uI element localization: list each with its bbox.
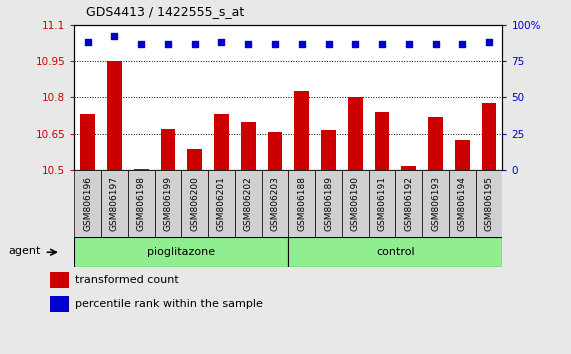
- Bar: [235, 170, 262, 237]
- Bar: [101, 170, 128, 237]
- Bar: [241, 121, 256, 170]
- Bar: [375, 112, 389, 170]
- Point: [190, 41, 199, 46]
- Text: GDS4413 / 1422555_s_at: GDS4413 / 1422555_s_at: [86, 5, 244, 18]
- Point: [431, 41, 440, 46]
- Bar: [455, 140, 470, 170]
- Bar: [262, 170, 288, 237]
- Text: GSM806193: GSM806193: [431, 176, 440, 231]
- Point: [163, 41, 172, 46]
- Bar: [128, 170, 155, 237]
- Point: [217, 39, 226, 45]
- Point: [404, 41, 413, 46]
- Point: [377, 41, 387, 46]
- Point: [110, 34, 119, 39]
- Text: GSM806192: GSM806192: [404, 176, 413, 231]
- Text: GSM806201: GSM806201: [217, 176, 226, 231]
- Bar: [288, 170, 315, 237]
- Point: [244, 41, 253, 46]
- Point: [136, 41, 146, 46]
- Point: [297, 41, 306, 46]
- Bar: [315, 170, 342, 237]
- Bar: [428, 117, 443, 170]
- Text: GSM806190: GSM806190: [351, 176, 360, 231]
- Bar: [107, 61, 122, 170]
- Text: GSM806196: GSM806196: [83, 176, 92, 231]
- Text: GSM806194: GSM806194: [458, 176, 467, 231]
- Bar: [321, 130, 336, 170]
- Point: [83, 39, 92, 45]
- Text: agent: agent: [9, 246, 41, 256]
- Text: GSM806199: GSM806199: [163, 176, 172, 231]
- Bar: [74, 237, 288, 267]
- Point: [324, 41, 333, 46]
- Text: GSM806191: GSM806191: [377, 176, 387, 231]
- Text: pioglitazone: pioglitazone: [147, 247, 215, 257]
- Bar: [342, 170, 369, 237]
- Bar: [288, 237, 502, 267]
- Bar: [295, 91, 309, 170]
- Bar: [74, 170, 101, 237]
- Bar: [482, 103, 496, 170]
- Bar: [422, 170, 449, 237]
- Text: GSM806195: GSM806195: [485, 176, 493, 231]
- Bar: [50, 272, 69, 288]
- Text: percentile rank within the sample: percentile rank within the sample: [75, 299, 263, 309]
- Bar: [208, 170, 235, 237]
- Text: GSM806188: GSM806188: [297, 176, 306, 231]
- Text: GSM806200: GSM806200: [190, 176, 199, 231]
- Bar: [50, 296, 69, 312]
- Bar: [187, 149, 202, 170]
- Point: [271, 41, 280, 46]
- Bar: [449, 170, 476, 237]
- Text: GSM806203: GSM806203: [271, 176, 279, 231]
- Text: GSM806189: GSM806189: [324, 176, 333, 231]
- Bar: [395, 170, 422, 237]
- Point: [458, 41, 467, 46]
- Bar: [155, 170, 182, 237]
- Text: GSM806202: GSM806202: [244, 176, 253, 231]
- Bar: [348, 97, 363, 170]
- Bar: [268, 132, 282, 170]
- Text: GSM806198: GSM806198: [136, 176, 146, 231]
- Bar: [160, 129, 175, 170]
- Bar: [134, 169, 148, 170]
- Bar: [214, 114, 229, 170]
- Bar: [182, 170, 208, 237]
- Text: transformed count: transformed count: [75, 275, 179, 285]
- Bar: [369, 170, 395, 237]
- Text: GSM806197: GSM806197: [110, 176, 119, 231]
- Text: control: control: [376, 247, 415, 257]
- Bar: [81, 114, 95, 170]
- Point: [485, 39, 494, 45]
- Bar: [476, 170, 502, 237]
- Point: [351, 41, 360, 46]
- Bar: [401, 166, 416, 170]
